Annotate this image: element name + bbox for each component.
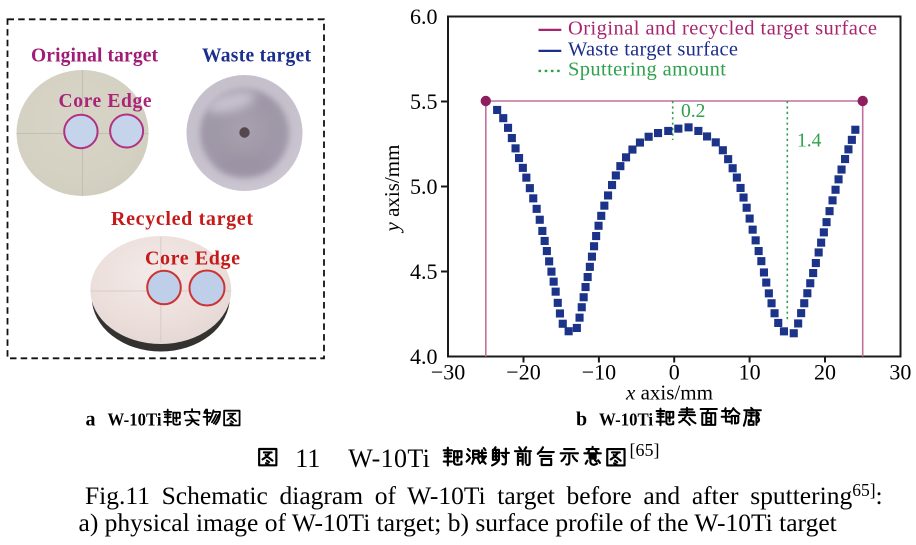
svg-text:Core Edge: Core Edge: [145, 248, 240, 270]
svg-text:20: 20: [814, 360, 836, 385]
svg-text:0.2: 0.2: [681, 101, 705, 122]
svg-text:y axis/mm: y axis/mm: [380, 145, 404, 234]
svg-text:[65]: [65]: [630, 440, 660, 460]
svg-text:x axis/mm: x axis/mm: [625, 381, 713, 405]
svg-text:Core Edge: Core Edge: [59, 91, 152, 112]
svg-text:a: a: [86, 409, 96, 431]
svg-text:6.0: 6.0: [410, 4, 438, 29]
svg-text:Sputtering amount: Sputtering amount: [568, 59, 726, 81]
svg-text:11: 11: [295, 444, 320, 473]
svg-text:−10: −10: [582, 360, 616, 385]
svg-text:30: 30: [889, 360, 911, 385]
svg-text:Fig.11 Schematic diagram of W-: Fig.11 Schematic diagram of W-10Ti targe…: [85, 480, 883, 510]
svg-text:−20: −20: [506, 360, 540, 385]
svg-text:W-10Ti: W-10Ti: [348, 444, 430, 473]
svg-text:a) physical image of W-10Ti ta: a) physical image of W-10Ti target; b) s…: [79, 508, 837, 537]
svg-text:1.4: 1.4: [797, 131, 822, 152]
svg-text:−30: −30: [431, 360, 465, 385]
svg-text:Original and recycled target s: Original and recycled target surface: [568, 18, 877, 40]
svg-text:10: 10: [739, 360, 761, 385]
svg-text:5.5: 5.5: [410, 89, 438, 114]
svg-text:4.5: 4.5: [410, 259, 438, 284]
svg-text:b: b: [576, 409, 587, 431]
svg-text:0: 0: [669, 360, 680, 385]
svg-text:Recycled target: Recycled target: [111, 208, 253, 230]
svg-text:W-10Ti: W-10Ti: [599, 410, 653, 430]
svg-text:Waste target: Waste target: [202, 46, 312, 67]
svg-text:Waste target surface: Waste target surface: [568, 39, 738, 61]
svg-text:W-10Ti: W-10Ti: [108, 410, 162, 430]
svg-text:4.0: 4.0: [410, 344, 438, 369]
svg-text:5.0: 5.0: [410, 174, 438, 199]
svg-text:Original target: Original target: [31, 46, 159, 67]
